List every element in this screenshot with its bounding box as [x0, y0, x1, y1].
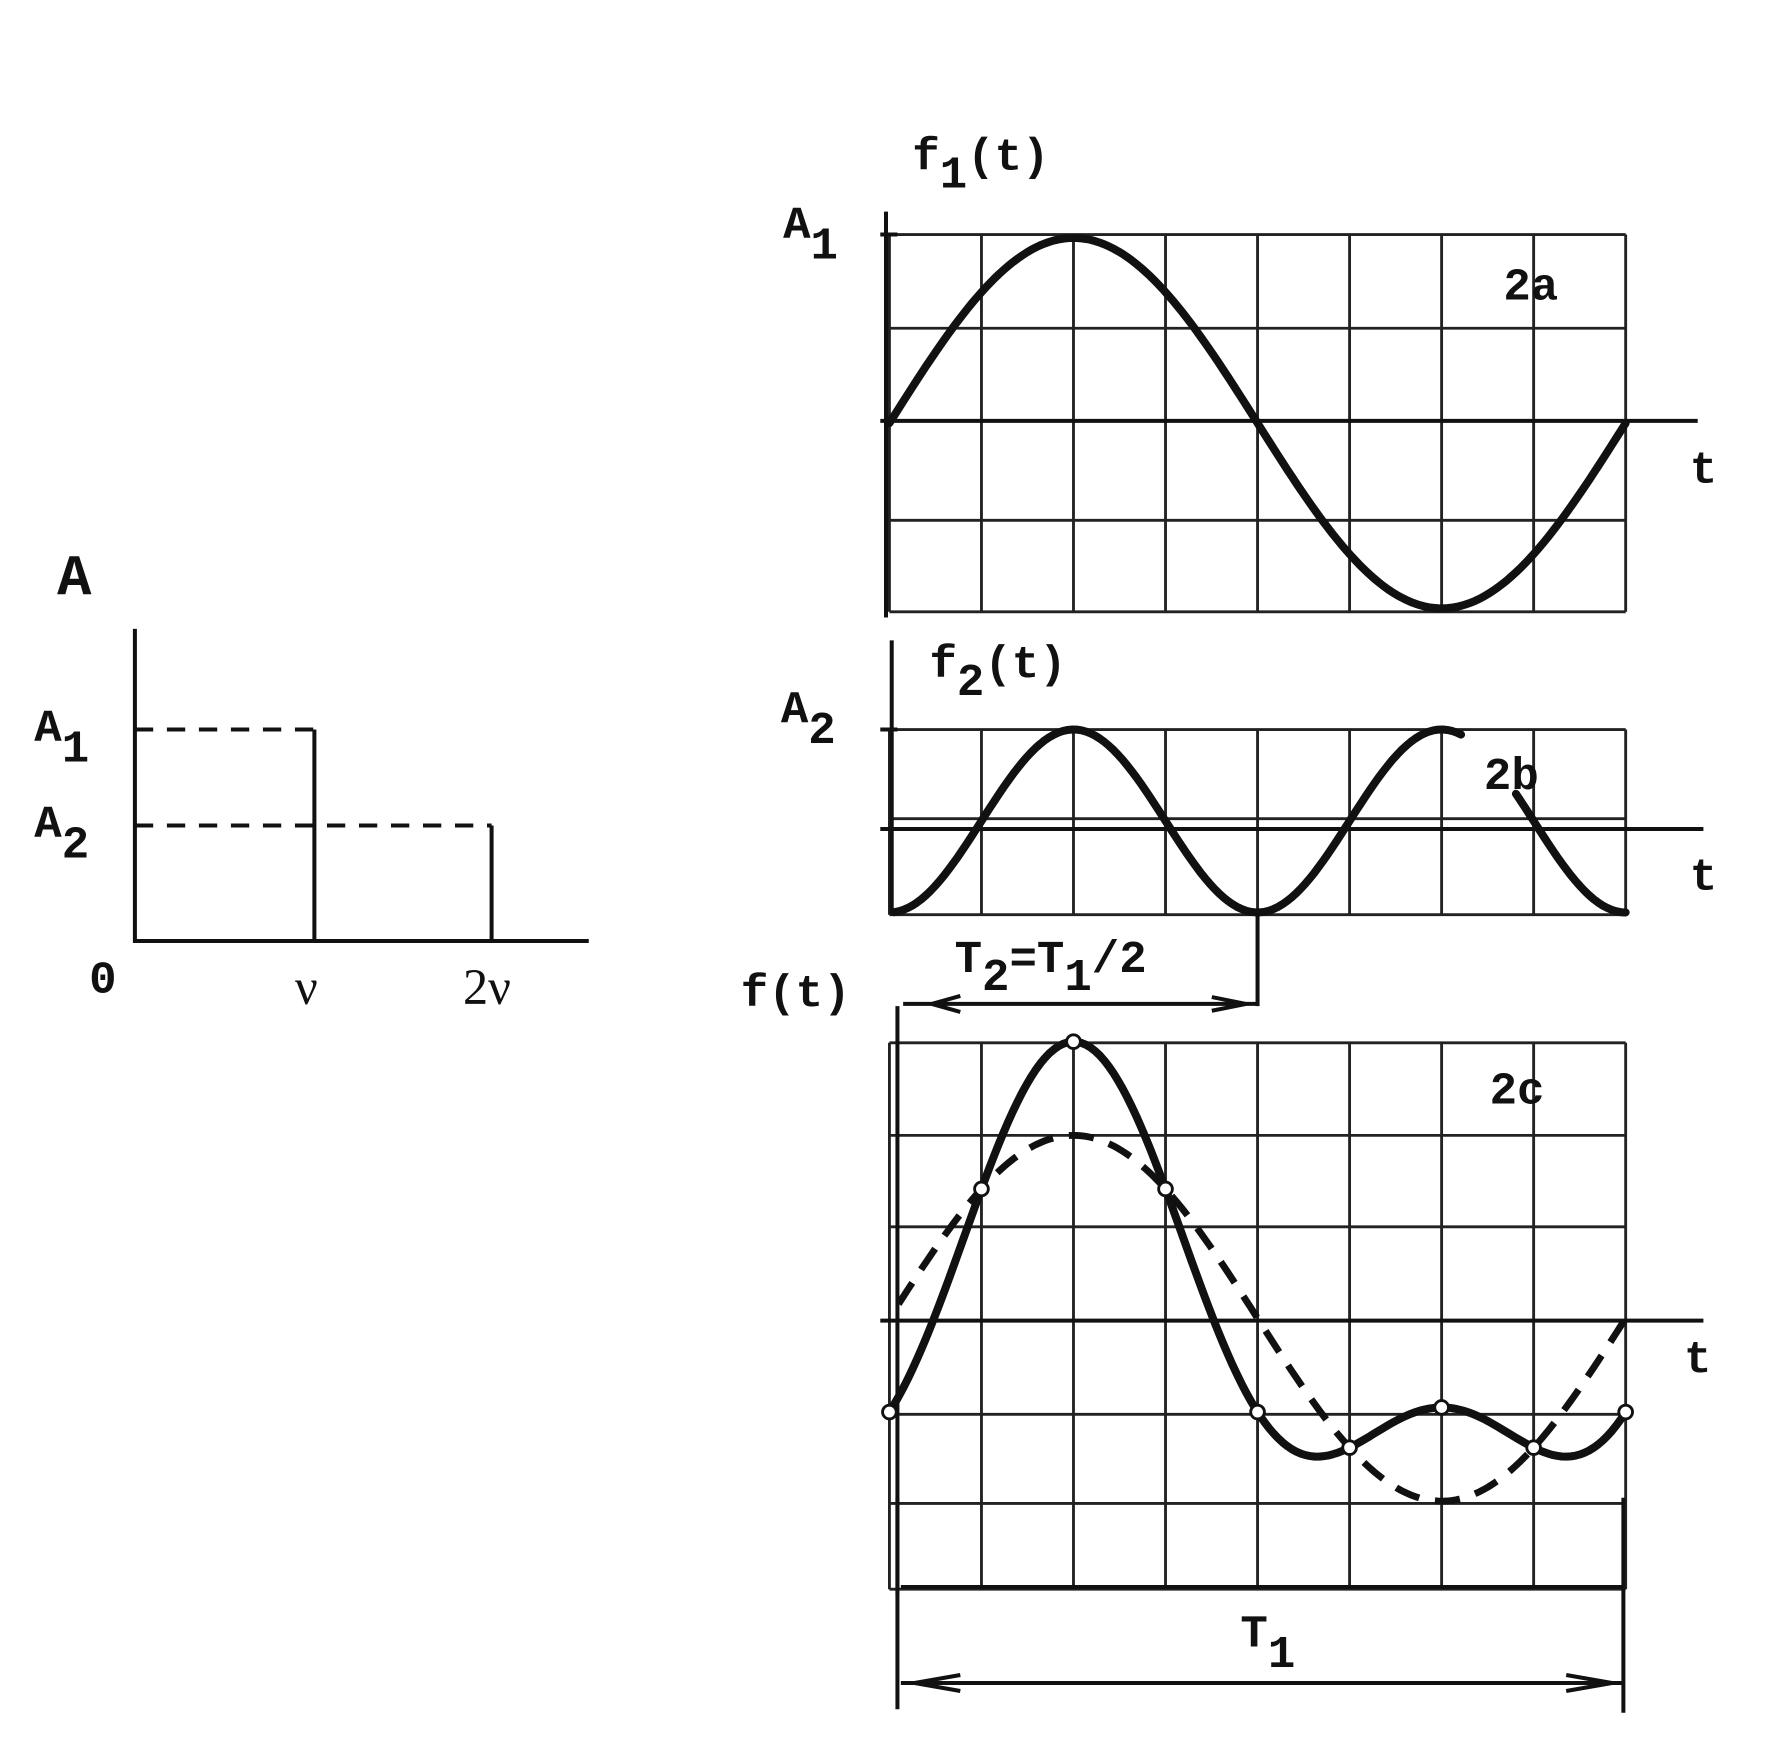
axis-label: t [1690, 852, 1717, 904]
t: f [912, 131, 939, 183]
func-label: f(t) [741, 968, 851, 1020]
axis-label: t [1690, 445, 1717, 497]
t: T [1240, 1608, 1267, 1660]
t: /2 [1092, 934, 1147, 986]
t: 1 [1064, 952, 1091, 1004]
spectrum: A A1 A2 0 ν 2ν [34, 548, 589, 1015]
grid [888, 1041, 1628, 1591]
period-label: T2=T1/2 [955, 934, 1147, 1004]
t: 2 [808, 705, 835, 757]
x-label: 0 [89, 954, 116, 1006]
point [1433, 1399, 1450, 1416]
point [973, 1180, 990, 1198]
t: 1 [940, 150, 967, 202]
amp-label: A1 [783, 200, 838, 273]
func-label: f2(t) [929, 639, 1066, 709]
point [1617, 1403, 1634, 1421]
point [1525, 1439, 1542, 1456]
t: 1 [811, 221, 838, 273]
axis-label: t [1684, 1334, 1711, 1386]
t: f [741, 968, 768, 1020]
axis [880, 211, 1704, 1595]
t: 2 [957, 657, 984, 709]
panel-label: 2a [1503, 262, 1558, 314]
panel-label: 2c [1490, 1065, 1545, 1117]
panel-label: 2b [1484, 751, 1539, 803]
spectrum-axes [132, 628, 589, 944]
t: A [781, 685, 809, 737]
curve [895, 1131, 1629, 1505]
point [1157, 1180, 1174, 1198]
t: (t) [768, 968, 850, 1020]
x-label: ν [295, 959, 318, 1015]
curve [885, 233, 1630, 613]
level-label: A2 [34, 799, 89, 872]
t: A [34, 703, 62, 755]
t: =T [1009, 934, 1064, 986]
func-label: f1(t) [912, 131, 1049, 201]
t: A [34, 799, 62, 851]
level-label: A1 [34, 703, 89, 776]
amp-label: A2 [781, 685, 836, 758]
period-label: T1 [1240, 1608, 1295, 1681]
y-label: A [57, 548, 92, 613]
t: A [783, 200, 811, 252]
t: T [955, 934, 982, 986]
t: 1 [1268, 1629, 1295, 1681]
curve [1511, 789, 1630, 917]
dimension [903, 914, 1260, 1014]
dimension [895, 1497, 1626, 1713]
spectral-line [312, 729, 494, 942]
t: 2 [982, 952, 1009, 1004]
curve [890, 725, 1466, 917]
x-label: 2ν [463, 959, 511, 1015]
t: 2 [62, 820, 89, 872]
graphs [880, 211, 1704, 1713]
t: (t) [984, 639, 1066, 691]
point [1249, 1403, 1266, 1421]
point [881, 1403, 898, 1421]
point [1341, 1439, 1358, 1456]
t: f [929, 639, 956, 691]
point [1065, 1033, 1082, 1050]
t: (t) [967, 131, 1049, 183]
t: 1 [62, 724, 89, 776]
